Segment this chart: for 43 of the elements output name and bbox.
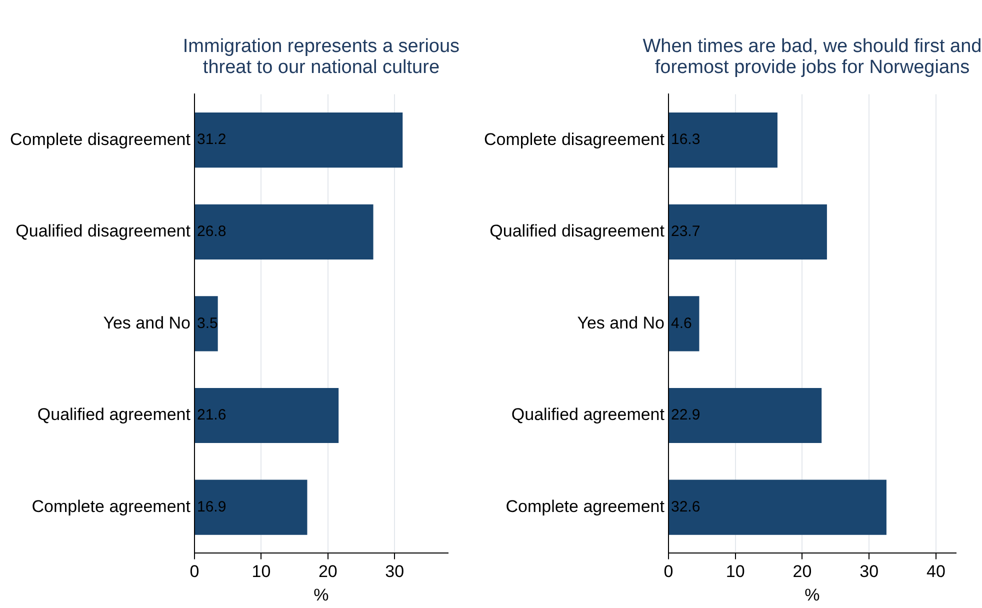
data-label: 22.9	[670, 406, 700, 424]
y-tick-label: Complete disagreement	[484, 130, 665, 149]
data-label: 31.2	[196, 131, 226, 148]
bar	[668, 296, 700, 352]
y-tick-label: Qualified agreement	[37, 405, 191, 424]
y-tick-label: Qualified agreement	[511, 405, 665, 424]
y-tick-label: Yes and No	[103, 313, 190, 332]
y-tick-label: Complete disagreement	[10, 130, 191, 149]
bar	[668, 388, 822, 444]
x-tick-label: 20	[792, 562, 812, 582]
data-label: 3.5	[196, 314, 218, 332]
chart-title: When times are bad, we should first and foremost provide jobs for Norwegians	[642, 35, 982, 78]
data-label: 26.8	[196, 223, 226, 240]
chart-title: Immigration represents a serious threat to our national culture	[182, 35, 461, 78]
bar	[668, 112, 778, 168]
x-tick-label: 10	[252, 562, 271, 582]
bar	[194, 296, 218, 352]
x-tick-label: 40	[926, 562, 946, 582]
bar	[194, 480, 308, 535]
data-label: 23.7	[670, 223, 700, 240]
x-axis-title: %	[314, 585, 329, 604]
data-label: 16.3	[670, 131, 700, 148]
data-label: 16.9	[196, 498, 226, 516]
bar	[194, 204, 374, 260]
y-tick-label: Qualified disagreement	[16, 222, 191, 241]
x-tick-label: 0	[664, 562, 674, 582]
bar	[194, 388, 339, 444]
y-tick-label: Complete agreement	[32, 496, 191, 516]
y-tick-label: Yes and No	[577, 313, 664, 332]
data-label: 32.6	[670, 498, 700, 516]
x-tick-label: 20	[318, 562, 338, 582]
x-tick-label: 30	[860, 562, 879, 582]
x-tick-label: 30	[385, 562, 404, 582]
bar	[668, 204, 827, 260]
x-tick-label: 0	[190, 562, 200, 582]
y-tick-label: Qualified disagreement	[490, 222, 665, 241]
bar	[668, 480, 886, 535]
y-tick-label: Complete agreement	[506, 496, 665, 516]
x-axis-title: %	[804, 585, 820, 604]
data-label: 21.6	[196, 406, 226, 424]
data-label: 4.6	[670, 314, 692, 332]
x-tick-label: 10	[726, 562, 745, 582]
bar	[194, 112, 403, 168]
